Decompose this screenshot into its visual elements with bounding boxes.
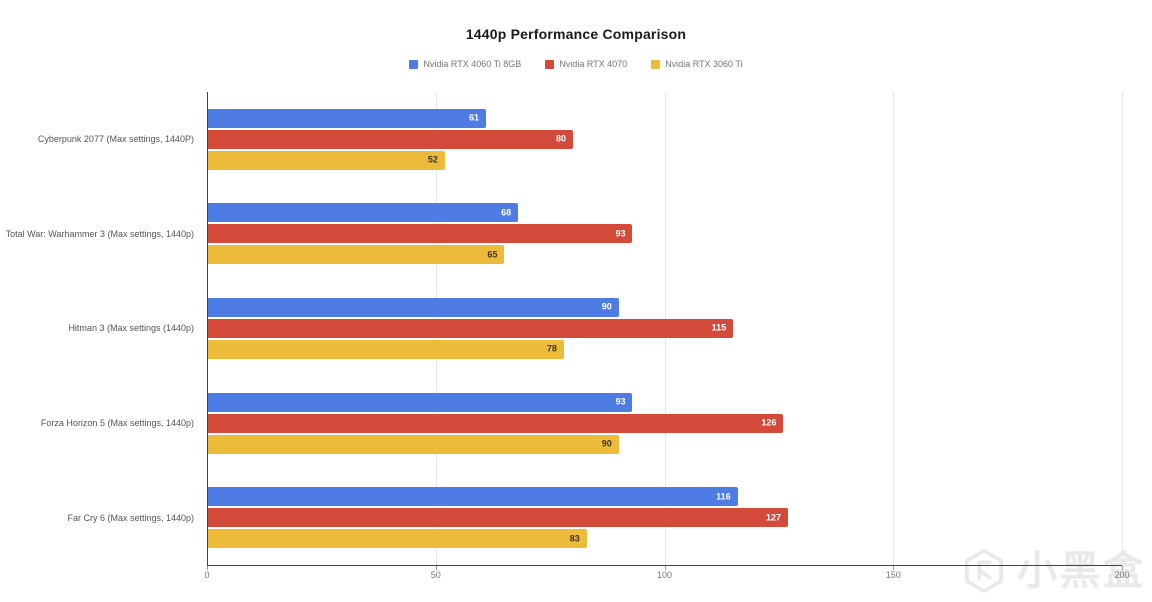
plot-area: 61 80 52 68 93 65 90 115 78 93 126 90 116 127 83 0 50 10… — [204, 92, 1130, 580]
bar-nvidia-rtx-4070: 115 — [207, 318, 734, 338]
legend-swatch-icon — [409, 59, 419, 69]
bar-nvidia-rtx-4070: 93 — [207, 224, 633, 244]
bar-value-label: 80 — [555, 133, 566, 144]
legend-item-label: Nvidia RTX 3060 Ti — [665, 59, 743, 69]
category-label: Total War: Warhammer 3 (Max settings, 14… — [5, 228, 194, 239]
bar-nvidia-rtx-4070: 127 — [207, 508, 789, 528]
chart-title: 1440p Performance Comparison — [465, 26, 687, 42]
x-tick-label: 100 — [656, 570, 673, 580]
legend-item-nvidia-rtx-3060-ti: Nvidia RTX 3060 Ti — [651, 59, 743, 69]
category-axis-labels: Cyberpunk 2077 (Max settings, 1440P) Tota… — [0, 92, 198, 565]
bar-value-label: 115 — [711, 322, 727, 333]
bar-nvidia-rtx-4070: 80 — [207, 129, 573, 149]
x-tick-label: 0 — [204, 570, 210, 580]
bar-value-label: 127 — [765, 512, 782, 523]
bar-value-label: 52 — [427, 154, 438, 165]
bar-value-label: 90 — [601, 301, 612, 312]
legend-swatch-icon — [545, 59, 555, 69]
legend: Nvidia RTX 4060 Ti 8GB Nvidia RTX 4070 Nvi… — [0, 59, 1152, 69]
x-tick-mark — [893, 566, 895, 570]
x-tick-mark — [435, 566, 437, 570]
category-label: Far Cry 6 (Max settings, 1440p) — [67, 512, 194, 523]
bar-nvidia-rtx-4060-ti-8gb: 68 — [207, 203, 519, 223]
x-tick-label: 150 — [885, 570, 901, 580]
legend-item-label: Nvidia RTX 4070 — [559, 59, 628, 69]
legend-item-nvidia-rtx-4060-ti-8gb: Nvidia RTX 4060 Ti 8GB — [409, 59, 521, 69]
bar-group-hitman-3-max-settings-1440p: 90 115 78 — [207, 281, 1122, 376]
bar-value-label: 68 — [501, 207, 512, 218]
bar-value-label: 78 — [546, 343, 557, 354]
bar-group-far-cry-6-max-settings-1440p: 116 127 83 — [207, 470, 1122, 565]
bar-nvidia-rtx-4060-ti-8gb: 116 — [207, 487, 738, 507]
bar-value-label: 83 — [569, 533, 580, 544]
gridline — [893, 92, 895, 565]
bar-value-label: 65 — [487, 249, 498, 260]
bar-group-cyberpunk-2077-max-settings-1440p: 61 80 52 — [207, 92, 1122, 187]
x-tick-label: 200 — [1114, 570, 1130, 580]
bar-nvidia-rtx-3060-ti: 83 — [207, 529, 587, 549]
x-tick-mark — [207, 566, 208, 570]
y-axis-line — [207, 92, 208, 565]
category-label: Forza Horizon 5 (Max settings, 1440p) — [40, 418, 194, 429]
x-tick-mark — [664, 566, 666, 570]
x-tick-mark — [1122, 566, 1123, 570]
bar-nvidia-rtx-3060-ti: 52 — [207, 150, 445, 170]
x-tick-label: 50 — [430, 570, 441, 580]
legend-item-label: Nvidia RTX 4060 Ti 8GB — [423, 59, 522, 69]
bar-nvidia-rtx-4070: 126 — [207, 413, 784, 433]
bar-nvidia-rtx-3060-ti: 90 — [207, 434, 619, 454]
bar-value-label: 126 — [761, 417, 777, 428]
legend-swatch-icon — [651, 59, 661, 69]
bar-nvidia-rtx-3060-ti: 65 — [207, 245, 505, 265]
bar-value-label: 61 — [469, 112, 480, 123]
watermark-text: 小黑盒 — [1017, 548, 1146, 594]
bar-nvidia-rtx-4060-ti-8gb: 61 — [207, 108, 487, 128]
bar-value-label: 116 — [716, 491, 731, 502]
bar-nvidia-rtx-4060-ti-8gb: 90 — [207, 297, 619, 317]
x-axis-line — [207, 565, 1122, 566]
gridline — [1122, 92, 1123, 565]
bar-value-label: 93 — [615, 396, 626, 407]
legend-item-nvidia-rtx-4070: Nvidia RTX 4070 — [545, 59, 627, 69]
bar-nvidia-rtx-4060-ti-8gb: 93 — [207, 392, 633, 412]
bar-value-label: 93 — [615, 228, 626, 239]
bar-rows: 61 80 52 68 93 65 90 115 78 93 126 90 116 127 83 — [207, 92, 1122, 565]
bar-value-label: 90 — [601, 438, 612, 449]
heybox-logo-icon — [964, 548, 1004, 594]
bar-group-forza-horizon-5-max-settings-1440p: 93 126 90 — [207, 376, 1122, 471]
bar-nvidia-rtx-3060-ti: 78 — [207, 339, 564, 359]
bar-group-total-war-warhammer-3-max-settings-1440p: 68 93 65 — [207, 187, 1122, 282]
category-label: Hitman 3 (Max settings (1440p) — [68, 323, 194, 334]
watermark: 小黑盒 — [961, 548, 1146, 594]
category-label: Cyberpunk 2077 (Max settings, 1440P) — [37, 134, 194, 145]
